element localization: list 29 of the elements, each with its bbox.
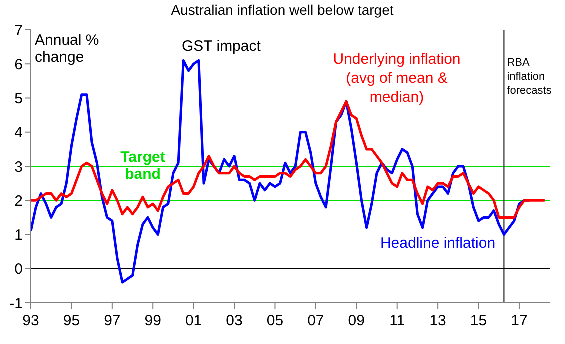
y-tick-label: 5 — [14, 90, 23, 108]
y-tick-label: 7 — [14, 22, 23, 40]
series-label: Headline inflation — [379, 234, 497, 253]
x-tick-label: 95 — [63, 312, 80, 330]
x-tick-label: 97 — [104, 312, 121, 330]
annotation: Target band — [120, 149, 166, 183]
x-tick-label: 11 — [390, 312, 406, 330]
chart-title: Australian inflation well below target — [170, 2, 395, 18]
y-tick-label: 6 — [14, 56, 23, 74]
annotation: GST impact — [182, 38, 262, 55]
y-tick-label: 1 — [14, 227, 23, 244]
ref-line-label: RBA inflation forecasts — [507, 56, 553, 98]
y-tick-label: 3 — [14, 158, 23, 176]
x-tick-label: 17 — [511, 312, 528, 330]
y-tick-label: 4 — [14, 124, 23, 142]
x-tick-label: 09 — [348, 312, 365, 330]
x-tick-label: 03 — [226, 312, 243, 330]
x-tick-label: 05 — [266, 312, 284, 330]
x-tick-label: 13 — [430, 312, 446, 330]
x-tick-label: 07 — [308, 312, 324, 330]
y-tick-label: 0 — [14, 261, 23, 278]
series-label: Underlying inflation (avg of mean & median) — [332, 50, 462, 107]
y-tick-label: -1 — [10, 295, 23, 312]
x-tick-label: 99 — [144, 312, 162, 330]
x-tick-label: 15 — [470, 312, 488, 330]
x-tick-label: 93 — [22, 312, 40, 330]
annotation: Annual % change — [35, 32, 100, 66]
y-tick-label: 2 — [14, 192, 23, 210]
x-tick-label: 01 — [185, 312, 202, 330]
